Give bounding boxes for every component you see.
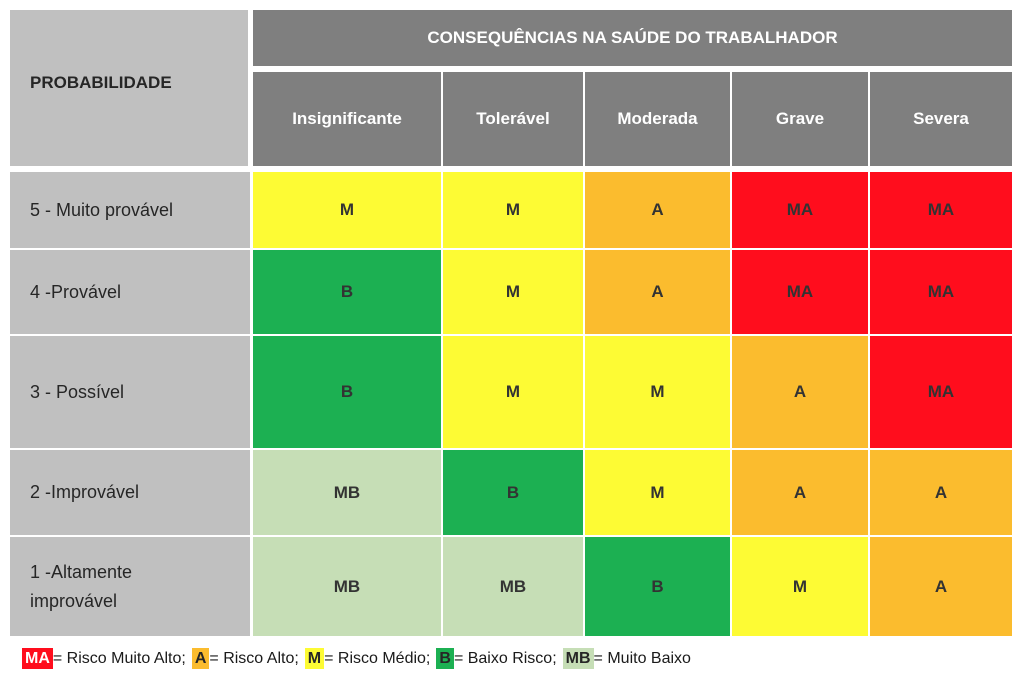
column-header: Insignificante bbox=[253, 72, 441, 166]
risk-cell: M bbox=[253, 172, 441, 248]
row-label: 1 -Altamente improvável bbox=[10, 537, 250, 636]
risk-cell: B bbox=[253, 250, 441, 334]
legend-chip: M bbox=[304, 648, 325, 669]
risk-cell: MA bbox=[732, 172, 868, 248]
risk-cell: MA bbox=[870, 336, 1012, 448]
risk-cell: MB bbox=[253, 537, 441, 636]
risk-cell: M bbox=[585, 336, 730, 448]
legend-text: = Risco Médio; bbox=[324, 649, 431, 667]
legend-chip: MB bbox=[562, 648, 594, 669]
column-header: Grave bbox=[732, 72, 868, 166]
legend-chip: MA bbox=[22, 648, 53, 669]
risk-cell: MA bbox=[870, 250, 1012, 334]
risk-cell: M bbox=[443, 172, 583, 248]
risk-cell: M bbox=[585, 450, 730, 535]
legend-chip: B bbox=[436, 648, 454, 669]
risk-cell: B bbox=[443, 450, 583, 535]
risk-cell: A bbox=[870, 537, 1012, 636]
risk-cell: A bbox=[732, 450, 868, 535]
row-label: 4 -Provável bbox=[10, 250, 250, 334]
risk-cell: MB bbox=[253, 450, 441, 535]
legend-text: = Risco Muito Alto; bbox=[52, 649, 186, 667]
row-label: 5 - Muito provável bbox=[10, 172, 250, 248]
consequencias-header: CONSEQUÊNCIAS NA SAÚDE DO TRABALHADOR bbox=[253, 10, 1012, 66]
row-label: 2 -Improvável bbox=[10, 450, 250, 535]
consequencias-label: CONSEQUÊNCIAS NA SAÚDE DO TRABALHADOR bbox=[427, 28, 838, 47]
probabilidade-header: PROBABILIDADE bbox=[10, 10, 248, 166]
risk-cell: M bbox=[443, 250, 583, 334]
risk-cell: MB bbox=[443, 537, 583, 636]
legend-text: = Muito Baixo bbox=[593, 649, 691, 667]
risk-cell: A bbox=[585, 172, 730, 248]
probabilidade-label: PROBABILIDADE bbox=[30, 73, 172, 92]
risk-cell: MA bbox=[870, 172, 1012, 248]
column-header: Tolerável bbox=[443, 72, 583, 166]
row-label: 3 - Possível bbox=[10, 336, 250, 448]
risk-cell: A bbox=[732, 336, 868, 448]
legend: MA = Risco Muito Alto; A = Risco Alto; M = Ri… bbox=[22, 648, 697, 669]
legend-text: = Risco Alto; bbox=[209, 649, 299, 667]
risk-cell: B bbox=[585, 537, 730, 636]
risk-cell: A bbox=[585, 250, 730, 334]
risk-cell: B bbox=[253, 336, 441, 448]
legend-chip: A bbox=[191, 648, 210, 669]
column-header: Severa bbox=[870, 72, 1012, 166]
risk-cell: M bbox=[443, 336, 583, 448]
risk-cell: MA bbox=[732, 250, 868, 334]
legend-text: = Baixo Risco; bbox=[453, 649, 557, 667]
column-header: Moderada bbox=[585, 72, 730, 166]
risk-cell: M bbox=[732, 537, 868, 636]
risk-cell: A bbox=[870, 450, 1012, 535]
